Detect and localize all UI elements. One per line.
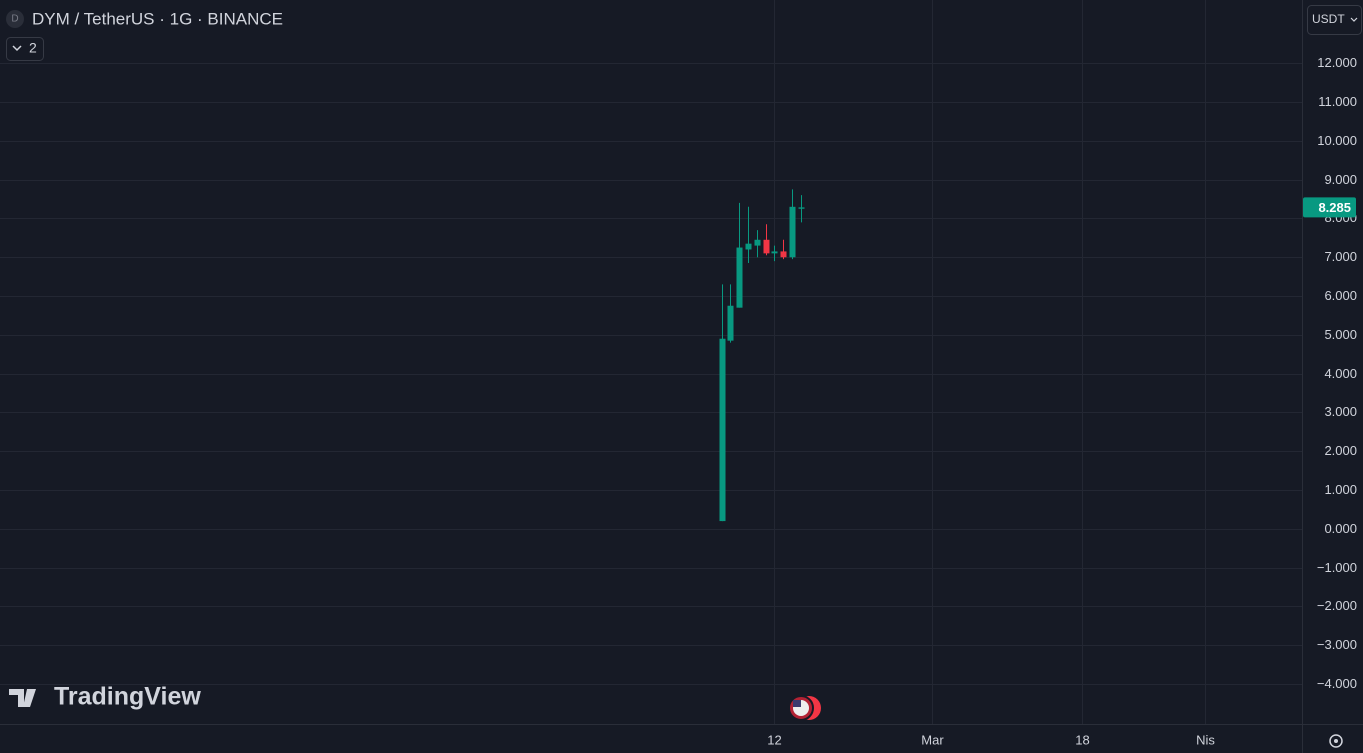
settings-icon[interactable] <box>1329 734 1343 748</box>
y-tick-label: −2.000 <box>1317 598 1357 613</box>
y-tick-label: 9.000 <box>1324 172 1357 187</box>
chart-title: DYM / TetherUS · 1G · BINANCE <box>32 9 283 28</box>
logo-mark <box>9 689 36 707</box>
x-tick-label: 18 <box>1075 732 1089 747</box>
candle-body <box>798 207 805 209</box>
indicator-count: 2 <box>29 40 37 56</box>
y-tick-label: 10.000 <box>1317 133 1357 148</box>
y-tick-label: 7.000 <box>1324 249 1357 264</box>
candle-body <box>763 239 770 254</box>
y-tick-label: −4.000 <box>1317 676 1357 691</box>
candle-body <box>789 206 796 258</box>
y-tick-label: 12.000 <box>1317 55 1357 70</box>
indicator-toggle[interactable] <box>6 37 44 61</box>
candle-body <box>719 338 726 522</box>
candles <box>719 189 805 522</box>
y-tick-label: 1.000 <box>1324 482 1357 497</box>
y-tick-label: 5.000 <box>1324 327 1357 342</box>
symbol-icon <box>6 10 24 28</box>
chevron <box>12 45 22 52</box>
x-tick-label: 12 <box>767 732 781 747</box>
symbol-letter: D <box>11 14 18 25</box>
x-tick-label: Nis <box>1196 732 1215 747</box>
y-tick-label: −3.000 <box>1317 637 1357 652</box>
candle-body <box>727 305 734 341</box>
candle-body <box>754 239 761 246</box>
last-price-box <box>1303 197 1356 218</box>
chevron <box>1350 17 1358 22</box>
y-tick-label: 4.000 <box>1324 366 1357 381</box>
y-tick-label: 3.000 <box>1324 404 1357 419</box>
y-tick-label: −1.000 <box>1317 560 1357 575</box>
candle-body <box>736 247 743 308</box>
logo: TradingView <box>54 683 201 711</box>
candle-body <box>780 251 787 258</box>
last-price-label: 8.285 <box>1318 200 1351 215</box>
y-tick-label: 2.000 <box>1324 443 1357 458</box>
x-tick-label: Mar <box>921 732 944 747</box>
candle-body <box>771 251 778 254</box>
flag-canton <box>793 700 801 707</box>
y-tick-label: 0.000 <box>1324 521 1357 536</box>
currency: USDT <box>1312 12 1345 26</box>
grid <box>0 0 1302 724</box>
settings-dot <box>1334 739 1338 743</box>
y-tick-label: 11.000 <box>1318 94 1357 109</box>
currency-button[interactable] <box>1307 5 1362 35</box>
candle-body <box>745 243 752 250</box>
y-tick-label: 6.000 <box>1324 288 1357 303</box>
